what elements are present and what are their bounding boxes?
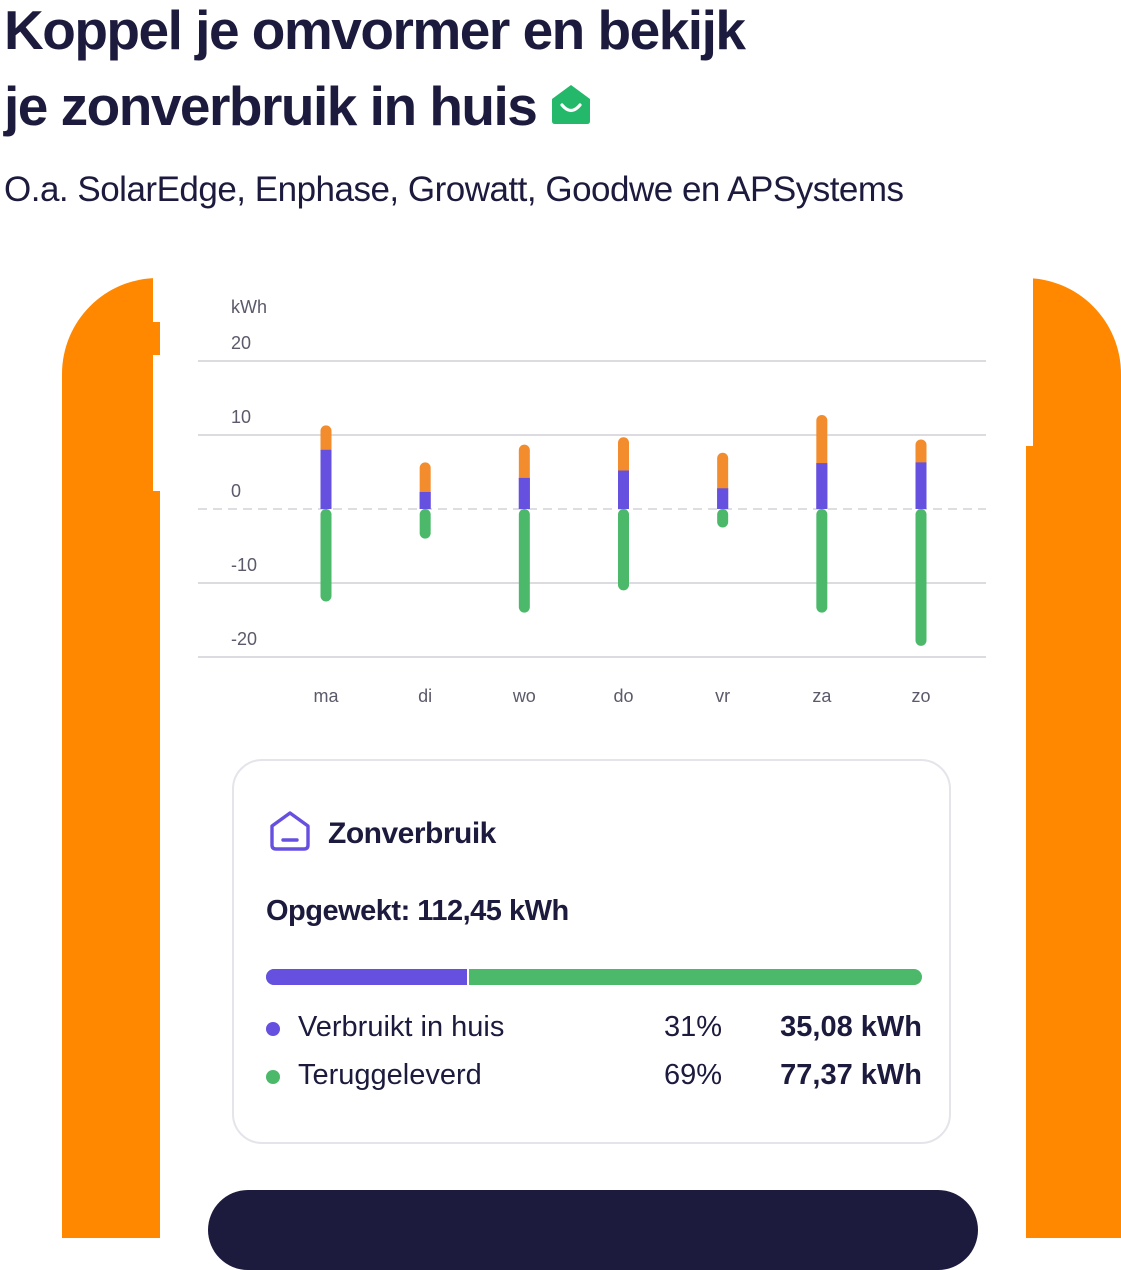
weekly-energy-chart: kWh 20 10 0 -10 -20 ma di wo do vr za zo bbox=[198, 297, 986, 706]
y-tick-label: 10 bbox=[231, 407, 251, 427]
smiling-house-icon bbox=[550, 68, 592, 144]
bar-segment-top bbox=[320, 425, 332, 456]
bar-segment-middle bbox=[618, 470, 629, 509]
bar-segment-middle bbox=[518, 477, 530, 509]
y-tick-label: -20 bbox=[231, 629, 257, 649]
headline: Koppel je omvormer en bekijk je zonverbr… bbox=[4, 0, 746, 144]
phone-side-button bbox=[1025, 278, 1033, 446]
bar-segment-top bbox=[717, 452, 729, 495]
bar-segment-top bbox=[518, 444, 530, 484]
x-tick-label: do bbox=[613, 686, 633, 706]
y-tick-label: -10 bbox=[231, 555, 257, 575]
legend-percent: 69% bbox=[663, 1059, 722, 1091]
bar-segment-top bbox=[915, 439, 927, 469]
bar-segment-middle bbox=[419, 491, 431, 509]
bar-returned bbox=[518, 509, 530, 613]
bar-returned bbox=[320, 509, 332, 602]
x-tick-label: ma bbox=[313, 686, 339, 706]
bar-returned bbox=[717, 509, 729, 528]
bar-returned bbox=[816, 509, 828, 613]
y-axis-label: kWh bbox=[231, 297, 267, 317]
green-dot-icon bbox=[266, 1070, 280, 1084]
bar-returned bbox=[618, 509, 629, 591]
consumption-progress-fill bbox=[266, 969, 470, 985]
x-tick-label: di bbox=[418, 686, 432, 706]
purple-dot-icon bbox=[266, 1022, 280, 1036]
headline-line-2-text: je zonverbruik in huis bbox=[4, 75, 538, 137]
zonverbruik-card: Zonverbruik Opgewekt: 112,45 kWh Verbrui… bbox=[232, 759, 951, 1144]
legend-row-returned: Teruggeleverd 69% 77,37 kWh bbox=[266, 1057, 922, 1097]
bar-segment-middle bbox=[816, 463, 828, 509]
x-tick-label: za bbox=[812, 686, 832, 706]
house-outline-icon bbox=[268, 809, 312, 858]
legend-row-in-house: Verbruikt in huis 31% 35,08 kWh bbox=[266, 1009, 922, 1049]
bar-returned bbox=[915, 509, 927, 646]
bar-returned bbox=[419, 509, 431, 539]
legend-label: Verbruikt in huis bbox=[298, 1011, 505, 1043]
bar-segment-top bbox=[816, 415, 828, 470]
phone-side-button bbox=[153, 355, 161, 491]
y-tick-label: 0 bbox=[231, 481, 241, 501]
headline-line-2: je zonverbruik in huis bbox=[4, 68, 744, 144]
legend-value: 35,08 kWh bbox=[780, 1011, 922, 1043]
bar-segment-middle bbox=[915, 462, 927, 509]
primary-action-button[interactable] bbox=[208, 1190, 978, 1270]
card-header: Zonverbruik bbox=[268, 809, 496, 858]
legend-value: 77,37 kWh bbox=[780, 1059, 922, 1091]
card-title: Zonverbruik bbox=[328, 816, 496, 850]
legend-label: Teruggeleverd bbox=[298, 1059, 482, 1091]
headline-line-1: Koppel je omvormer en bekijk bbox=[4, 0, 746, 61]
bar-segment-middle bbox=[320, 449, 332, 509]
y-tick-label: 20 bbox=[231, 333, 251, 353]
x-tick-label: vr bbox=[715, 686, 730, 706]
x-tick-label: wo bbox=[512, 686, 536, 706]
bar-segment-top bbox=[618, 437, 629, 477]
generated-total: Opgewekt: 112,45 kWh bbox=[266, 895, 569, 927]
bar-segment-top bbox=[419, 462, 431, 498]
phone-side-button bbox=[153, 278, 161, 322]
legend-percent: 31% bbox=[663, 1011, 722, 1043]
consumption-progress-bar bbox=[266, 969, 922, 985]
bar-segment-middle bbox=[717, 488, 729, 509]
subtitle: O.a. SolarEdge, Enphase, Growatt, Goodwe… bbox=[4, 170, 904, 209]
x-tick-label: zo bbox=[911, 686, 930, 706]
